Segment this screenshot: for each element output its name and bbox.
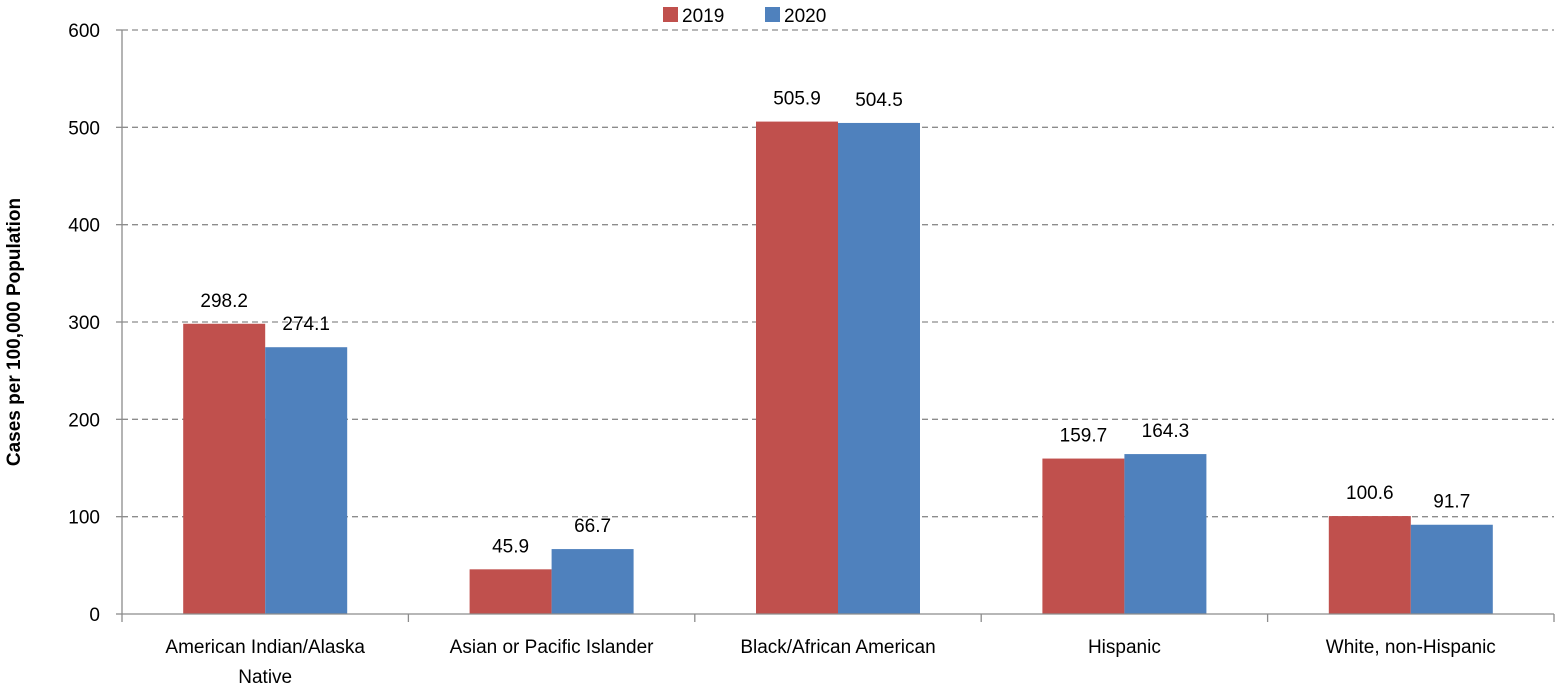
data-label: 159.7 [1060, 426, 1108, 447]
x-category-label: White, non-Hispanic [1326, 637, 1496, 658]
bar-2020 [838, 122, 920, 614]
y-axis-title: Cases per 100,000 Population [4, 198, 25, 466]
data-label: 505.9 [773, 89, 821, 110]
bar-2019 [183, 323, 266, 614]
data-label: 298.2 [200, 291, 248, 312]
x-category-label: Native [238, 667, 292, 688]
bars [183, 121, 1493, 614]
data-label: 45.9 [492, 536, 529, 557]
data-label: 274.1 [282, 314, 330, 335]
x-category-label: Black/African American [740, 637, 935, 658]
y-tick-label: 500 [68, 118, 100, 139]
bar-2019 [1328, 516, 1411, 614]
x-category-label: Hispanic [1088, 637, 1161, 658]
legend-label: 2020 [784, 6, 826, 27]
bar-2019 [756, 121, 838, 614]
x-category-label: American Indian/Alaska [165, 637, 365, 658]
data-label: 66.7 [574, 516, 611, 537]
data-labels: 298.2 274.1 45.9 66.7 505.9 504.5 159.7 164.3 10… [200, 89, 1470, 558]
y-tick-label: 400 [68, 216, 100, 237]
bar-2020 [265, 347, 348, 614]
legend-label: 2019 [682, 6, 724, 27]
data-label: 504.5 [855, 90, 903, 111]
legend: 2019 2020 [663, 6, 826, 27]
y-tick-label: 100 [68, 508, 100, 529]
bar-2019 [469, 569, 552, 614]
bar-2020 [551, 549, 634, 614]
axes: 0 100 200 300 400 500 600 American Indian/Alask… [68, 21, 1555, 688]
y-tick-label: 300 [68, 313, 100, 334]
legend-swatch-2019 [663, 7, 678, 22]
y-tick-label: 600 [68, 21, 100, 42]
x-category-label: Asian or Pacific Islander [450, 637, 654, 658]
bar-2020 [1124, 454, 1207, 614]
legend-swatch-2020 [765, 7, 780, 22]
data-label: 164.3 [1142, 421, 1190, 442]
bar-2020 [1410, 524, 1493, 614]
y-tick-label: 200 [68, 410, 100, 431]
bar-2019 [1042, 458, 1125, 614]
data-label: 100.6 [1346, 483, 1394, 504]
y-tick-label: 0 [89, 605, 100, 626]
data-label: 91.7 [1433, 492, 1470, 513]
